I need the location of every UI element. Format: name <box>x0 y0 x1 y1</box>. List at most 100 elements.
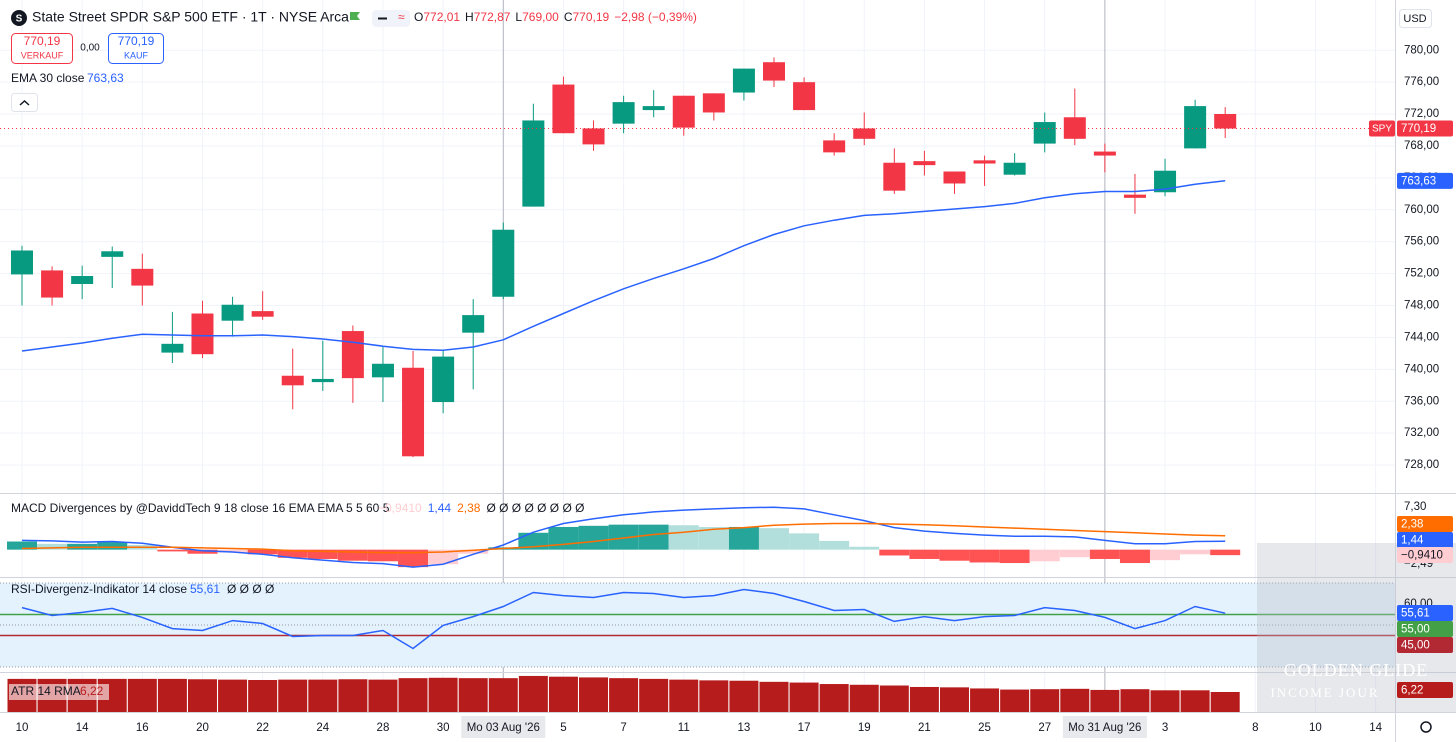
candle-body <box>883 162 906 191</box>
candle-body <box>732 68 755 93</box>
panel-title: ATR 14 RMA <box>11 684 81 698</box>
atr-bar <box>639 678 669 712</box>
atr-bar <box>789 682 819 712</box>
candle-body <box>943 171 966 184</box>
currency-button[interactable] <box>1399 9 1432 28</box>
histogram-bar <box>97 542 128 550</box>
chart-title: State Street SPDR S&P 500 ETF · 1T · NYS… <box>32 9 349 25</box>
candle-body <box>492 229 515 297</box>
currency: USD <box>1403 13 1426 25</box>
x-tick-label: 14 <box>76 722 89 734</box>
candle-body <box>281 375 304 386</box>
y-tick-label: 736,00 <box>1404 395 1439 407</box>
histogram-bar <box>849 546 880 550</box>
histogram-bar <box>1180 549 1211 555</box>
panel-legend-value: 6,22 <box>80 684 104 698</box>
histogram-bar <box>969 549 1000 563</box>
atr-bar <box>398 678 428 712</box>
histogram-bar <box>157 549 188 552</box>
histogram-bar <box>789 533 820 550</box>
candle-body <box>522 120 545 207</box>
watermark-text: GOLDEN GLIDE <box>1284 660 1428 680</box>
y-tick-label: 744,00 <box>1404 331 1439 343</box>
symbol-tag-label: SPY <box>1372 124 1392 135</box>
candle-body <box>702 93 725 113</box>
x-tick-label: Mo 03 Aug '26 <box>467 722 540 734</box>
candle-body <box>462 315 485 333</box>
candle-body <box>11 250 33 275</box>
sell-button[interactable] <box>11 33 73 64</box>
candle-body <box>672 95 695 128</box>
y-tick-label: 756,00 <box>1404 236 1439 248</box>
candle-body <box>552 84 575 134</box>
atr-bar <box>458 678 488 712</box>
atr-bar <box>1210 691 1240 712</box>
y-tick-label: 728,00 <box>1404 459 1439 471</box>
legend-item: H <box>465 10 474 24</box>
y-tick-label: 748,00 <box>1404 300 1439 312</box>
x-tick-label: 30 <box>437 722 450 734</box>
x-tick-label: 10 <box>1309 722 1322 734</box>
ema-legend-value: 763,63 <box>87 71 124 85</box>
x-tick-label: 19 <box>858 722 871 734</box>
atr-bar <box>187 679 217 712</box>
candle-body <box>221 304 244 321</box>
candle-body <box>432 356 455 403</box>
x-tick-label: 14 <box>1369 722 1382 734</box>
y-tick-label: 772,00 <box>1404 108 1439 120</box>
axis-tag <box>1397 532 1453 548</box>
histogram-bar <box>398 549 429 568</box>
candle-body <box>402 367 425 457</box>
atr-bar <box>1090 689 1120 712</box>
x-tick-label: 16 <box>136 722 149 734</box>
settings-icon[interactable] <box>1420 721 1432 733</box>
axes-layer: 728,00732,00736,00740,00744,00748,00752,… <box>9 44 1453 738</box>
histogram-bar <box>909 549 940 559</box>
legend-item: 772,01 <box>423 10 460 24</box>
histogram-bar <box>277 549 308 558</box>
candle-body <box>973 160 996 164</box>
x-tick-label: 11 <box>678 722 690 734</box>
axis-tag <box>1397 682 1453 698</box>
atr-bar <box>1060 688 1090 712</box>
y-tick-label: 776,00 <box>1404 76 1439 88</box>
axis-tag-label: 2,38 <box>1401 519 1423 531</box>
x-tick-label: 13 <box>738 722 751 734</box>
atr-bar <box>669 679 699 712</box>
panel-title: MACD Divergences by @DaviddTech 9 18 clo… <box>11 501 390 515</box>
macd-line <box>21 522 1226 554</box>
candle-body <box>311 378 334 383</box>
flag-icon <box>350 12 360 20</box>
x-tick-label: 28 <box>377 722 390 734</box>
atr-bar <box>1150 690 1180 712</box>
plot-layer <box>0 57 1395 712</box>
histogram-bar <box>1150 549 1181 561</box>
histogram-bar <box>668 525 699 550</box>
histogram-bar <box>1119 549 1150 564</box>
ema-line <box>21 180 1226 352</box>
symbol-icon <box>11 10 27 26</box>
atr-bar <box>819 684 849 712</box>
atr-bar <box>1180 690 1210 712</box>
candle-body <box>1184 106 1207 149</box>
histogram-bar <box>337 549 368 561</box>
x-tick-label: Mo 31 Aug '26 <box>1068 722 1141 734</box>
axis-tag-label: 55,00 <box>1401 624 1430 636</box>
watermark-text: INCOME JOUR <box>1270 685 1379 700</box>
histogram-bar <box>939 549 970 561</box>
header: S State Street SPDR S&P 500 ETF · 1T · N… <box>11 9 1432 733</box>
buy-button[interactable] <box>108 33 164 64</box>
histogram-bar <box>1059 549 1090 558</box>
collapse-button[interactable] <box>11 93 38 112</box>
histogram-bar <box>247 549 278 555</box>
x-label-box <box>1062 716 1147 738</box>
candle-body <box>642 106 665 111</box>
histogram-bar <box>578 525 609 550</box>
candle-body <box>101 251 124 257</box>
atr-bar <box>548 676 578 712</box>
atr-bar <box>1120 689 1150 712</box>
compare-button[interactable] <box>372 10 410 27</box>
axis-tag-label: 1,44 <box>1401 535 1424 547</box>
x-tick-label: 8 <box>1252 722 1258 734</box>
